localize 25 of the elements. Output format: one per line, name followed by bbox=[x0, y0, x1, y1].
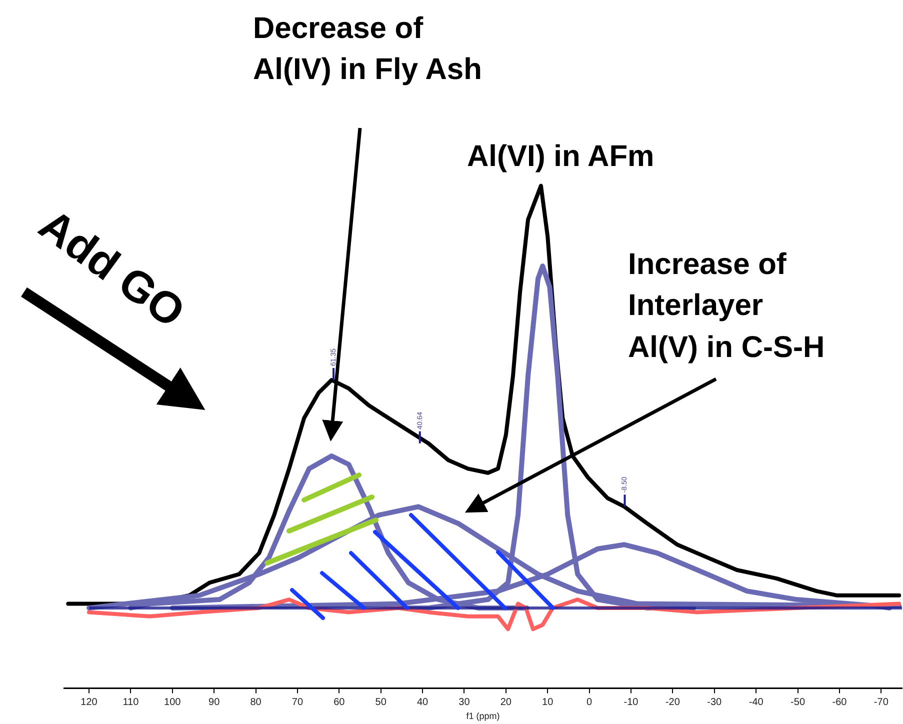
text: Al(VI) in AFm bbox=[467, 139, 654, 175]
text: Decrease of Al(IV) in Fly Ash bbox=[253, 11, 482, 88]
x-tick-label: 60 bbox=[334, 696, 346, 708]
x-axis-title: f1 (ppm) bbox=[466, 711, 500, 722]
annotation: Add GO bbox=[29, 199, 195, 340]
x-tick-label: -30 bbox=[707, 696, 722, 708]
annotation: Increase of Interlayer Al(V) in C-S-H bbox=[628, 247, 825, 366]
x-tick-label: 110 bbox=[122, 696, 140, 708]
x-tick-label: -20 bbox=[665, 696, 680, 708]
x-tick-label: -40 bbox=[748, 696, 764, 708]
x-tick-label: -60 bbox=[832, 696, 848, 708]
x-tick-label: 30 bbox=[458, 696, 470, 708]
x-tick-label: 90 bbox=[208, 696, 220, 708]
x-tick-label: -50 bbox=[790, 696, 806, 708]
x-tick-label: 70 bbox=[292, 696, 304, 708]
x-tick-label: 20 bbox=[500, 696, 512, 708]
x-tick-label: 100 bbox=[164, 696, 182, 708]
x-tick-label: -10 bbox=[624, 696, 639, 708]
x-tick-label: 50 bbox=[375, 696, 387, 708]
x-tick-label: 10 bbox=[542, 696, 554, 708]
x-tick-label: 120 bbox=[80, 696, 98, 708]
x-tick-label: 80 bbox=[250, 696, 262, 708]
x-tick-label: 40 bbox=[416, 696, 429, 708]
x-tick-label: -70 bbox=[874, 696, 889, 708]
x-tick-label: 0 bbox=[586, 696, 593, 708]
